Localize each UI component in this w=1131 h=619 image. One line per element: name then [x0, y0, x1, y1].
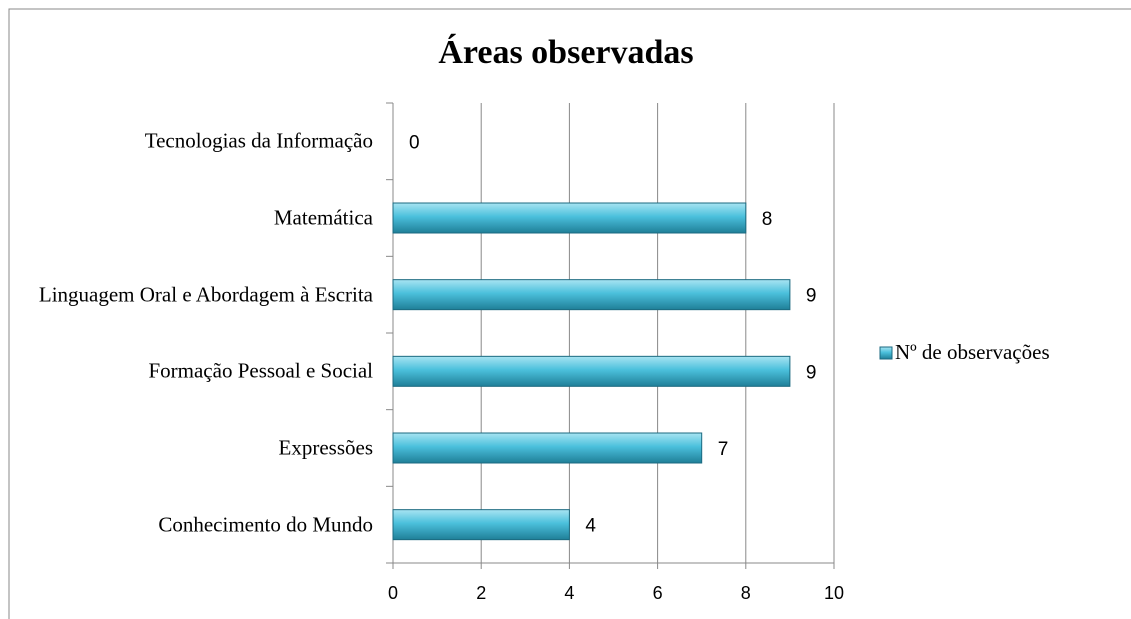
bar [392, 202, 747, 234]
y-tick-label: Expressões [278, 435, 373, 460]
data-label: 8 [762, 209, 773, 230]
bar [392, 432, 703, 464]
x-tick-label: 8 [741, 583, 751, 603]
x-tick-label: 4 [564, 583, 574, 603]
data-label: 0 [409, 132, 420, 153]
y-tick-label: Tecnologias da Informação [144, 128, 373, 153]
data-label: 9 [806, 362, 817, 383]
data-label: 4 [585, 516, 596, 537]
x-tick-label: 0 [388, 583, 398, 603]
bar [392, 355, 791, 387]
x-tick-label: 10 [824, 583, 844, 603]
y-tick-label: Formação Pessoal e Social [148, 358, 373, 383]
bar [392, 509, 570, 541]
x-tick-label: 2 [476, 583, 486, 603]
legend-label: Nº de observações [895, 340, 1050, 364]
y-tick-label: Matemática [273, 205, 373, 230]
frame [8, 8, 1131, 619]
legend-swatch [879, 346, 893, 360]
data-label: 7 [718, 439, 729, 460]
chart-title: Áreas observadas [438, 34, 693, 71]
y-tick-label: Conhecimento do Mundo [158, 512, 373, 537]
x-tick-label: 6 [653, 583, 663, 603]
data-label: 9 [806, 286, 817, 307]
y-tick-label: Linguagem Oral e Abordagem à Escrita [38, 282, 373, 307]
bar [392, 279, 791, 311]
